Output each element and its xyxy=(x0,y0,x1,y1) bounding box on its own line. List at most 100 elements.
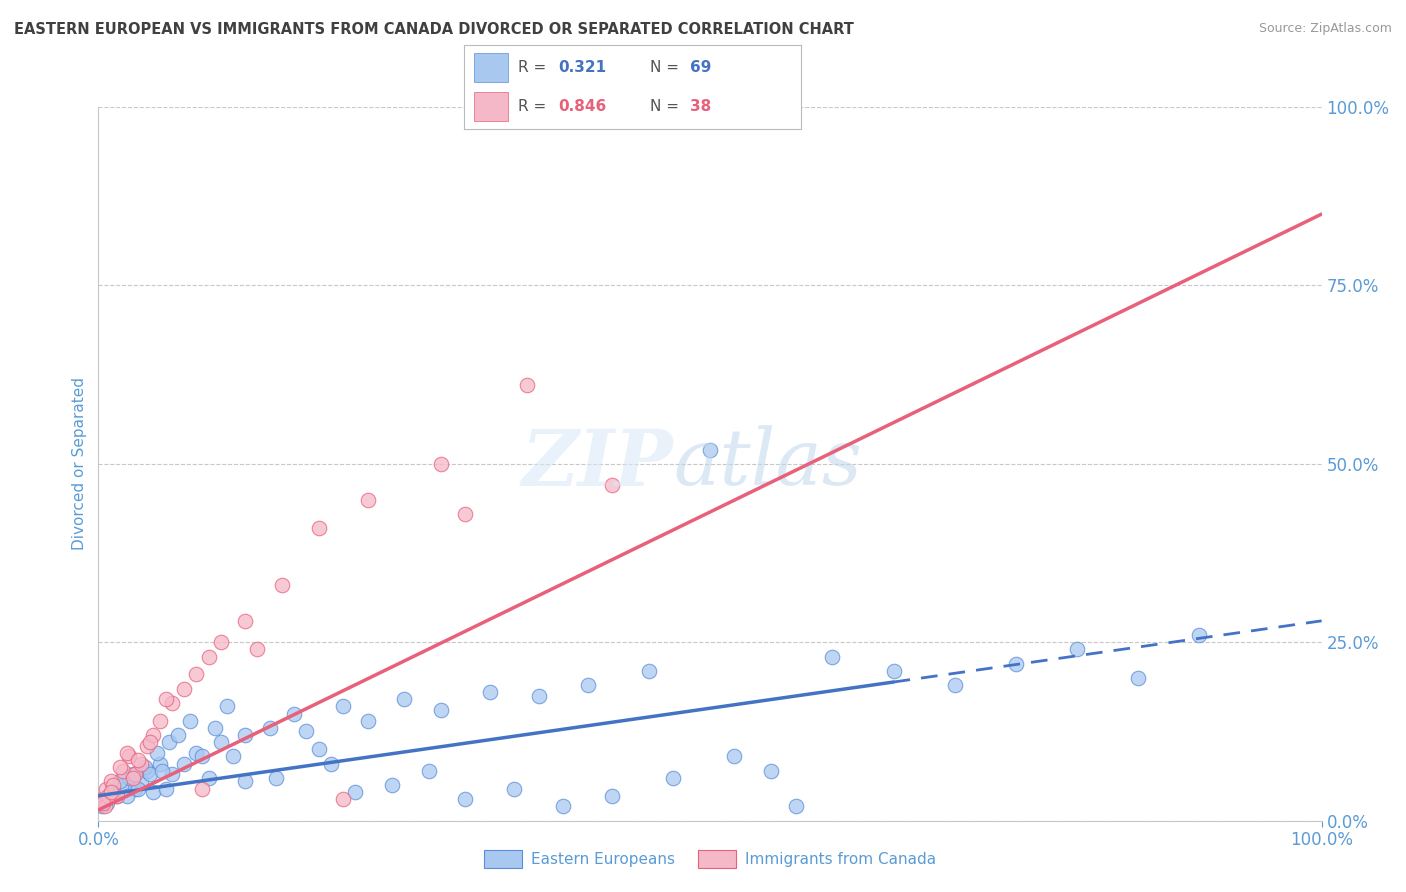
Point xyxy=(100,785,122,799)
Point xyxy=(121,767,143,781)
Point xyxy=(160,696,183,710)
Point xyxy=(332,792,354,806)
Text: 0.321: 0.321 xyxy=(558,60,606,75)
Point xyxy=(1188,628,1211,642)
Point xyxy=(215,699,238,714)
Point xyxy=(127,753,149,767)
Bar xyxy=(474,54,508,82)
Point xyxy=(124,767,146,781)
Point xyxy=(209,635,232,649)
Point xyxy=(600,478,623,492)
Point xyxy=(418,764,440,778)
Point xyxy=(600,789,623,803)
Point xyxy=(129,756,152,771)
Text: EASTERN EUROPEAN VS IMMIGRANTS FROM CANADA DIVORCED OR SEPARATED CORRELATION CHA: EASTERN EUROPEAN VS IMMIGRANTS FROM CANA… xyxy=(14,22,853,37)
Point xyxy=(209,735,232,749)
Point xyxy=(191,749,214,764)
Point xyxy=(576,678,599,692)
Point xyxy=(723,749,745,764)
Point xyxy=(1066,642,1088,657)
Point xyxy=(179,714,201,728)
Point xyxy=(381,778,404,792)
Point xyxy=(222,749,245,764)
Text: atlas: atlas xyxy=(673,425,862,502)
Point xyxy=(430,703,453,717)
Point xyxy=(100,785,122,799)
Point xyxy=(186,667,208,681)
Point xyxy=(356,714,378,728)
Point xyxy=(142,728,165,742)
Point xyxy=(454,507,477,521)
Point xyxy=(142,785,165,799)
Point xyxy=(264,771,287,785)
Point xyxy=(527,689,550,703)
Point xyxy=(699,442,721,457)
Point xyxy=(553,799,575,814)
Point xyxy=(785,799,807,814)
Point xyxy=(124,781,146,796)
Point xyxy=(149,756,172,771)
Point xyxy=(197,649,219,664)
Point xyxy=(332,699,354,714)
Point xyxy=(139,767,162,781)
Point xyxy=(478,685,501,699)
Point xyxy=(356,492,378,507)
Point xyxy=(105,789,128,803)
Point xyxy=(155,781,177,796)
Point xyxy=(503,781,526,796)
Point xyxy=(233,774,256,789)
Text: 69: 69 xyxy=(690,60,711,75)
Point xyxy=(454,792,477,806)
Point xyxy=(157,735,180,749)
Point xyxy=(111,778,134,792)
Point xyxy=(761,764,783,778)
Point xyxy=(146,746,169,760)
Point xyxy=(430,457,453,471)
Point xyxy=(97,789,120,803)
Point xyxy=(259,721,281,735)
Bar xyxy=(474,92,508,120)
Point xyxy=(96,796,118,810)
Point xyxy=(136,739,159,753)
Point xyxy=(295,724,318,739)
Point xyxy=(91,792,114,806)
Legend: Eastern Europeans, Immigrants from Canada: Eastern Europeans, Immigrants from Canad… xyxy=(478,844,942,873)
Text: R =: R = xyxy=(517,99,551,114)
Point xyxy=(246,642,269,657)
Text: 38: 38 xyxy=(690,99,711,114)
Point xyxy=(173,756,195,771)
Point xyxy=(100,774,122,789)
Point xyxy=(883,664,905,678)
Y-axis label: Divorced or Separated: Divorced or Separated xyxy=(72,377,87,550)
Point xyxy=(91,799,114,814)
Text: N =: N = xyxy=(650,60,683,75)
Text: R =: R = xyxy=(517,60,551,75)
Point xyxy=(150,764,173,778)
Point xyxy=(118,771,141,785)
Point xyxy=(270,578,294,592)
Point xyxy=(344,785,367,799)
Point xyxy=(233,614,256,628)
Point xyxy=(101,778,124,792)
Point xyxy=(308,742,330,756)
Point xyxy=(197,771,219,785)
Point xyxy=(105,789,128,803)
Point xyxy=(1128,671,1150,685)
Text: ZIP: ZIP xyxy=(522,425,673,502)
Point xyxy=(821,649,844,664)
Point xyxy=(149,714,172,728)
Point xyxy=(308,521,330,535)
Point xyxy=(110,774,132,789)
Point xyxy=(136,764,159,778)
Point xyxy=(283,706,305,721)
Point xyxy=(91,796,114,810)
Point xyxy=(134,760,156,774)
Text: 0.846: 0.846 xyxy=(558,99,607,114)
Point xyxy=(115,746,138,760)
Point xyxy=(101,785,124,799)
Point xyxy=(160,767,183,781)
Point xyxy=(155,692,177,706)
Point xyxy=(93,792,115,806)
Point xyxy=(392,692,416,706)
Point xyxy=(186,746,208,760)
